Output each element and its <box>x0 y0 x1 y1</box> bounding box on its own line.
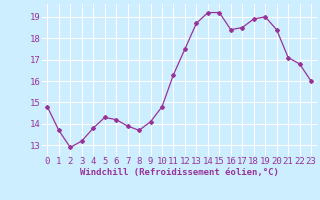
X-axis label: Windchill (Refroidissement éolien,°C): Windchill (Refroidissement éolien,°C) <box>80 168 279 177</box>
